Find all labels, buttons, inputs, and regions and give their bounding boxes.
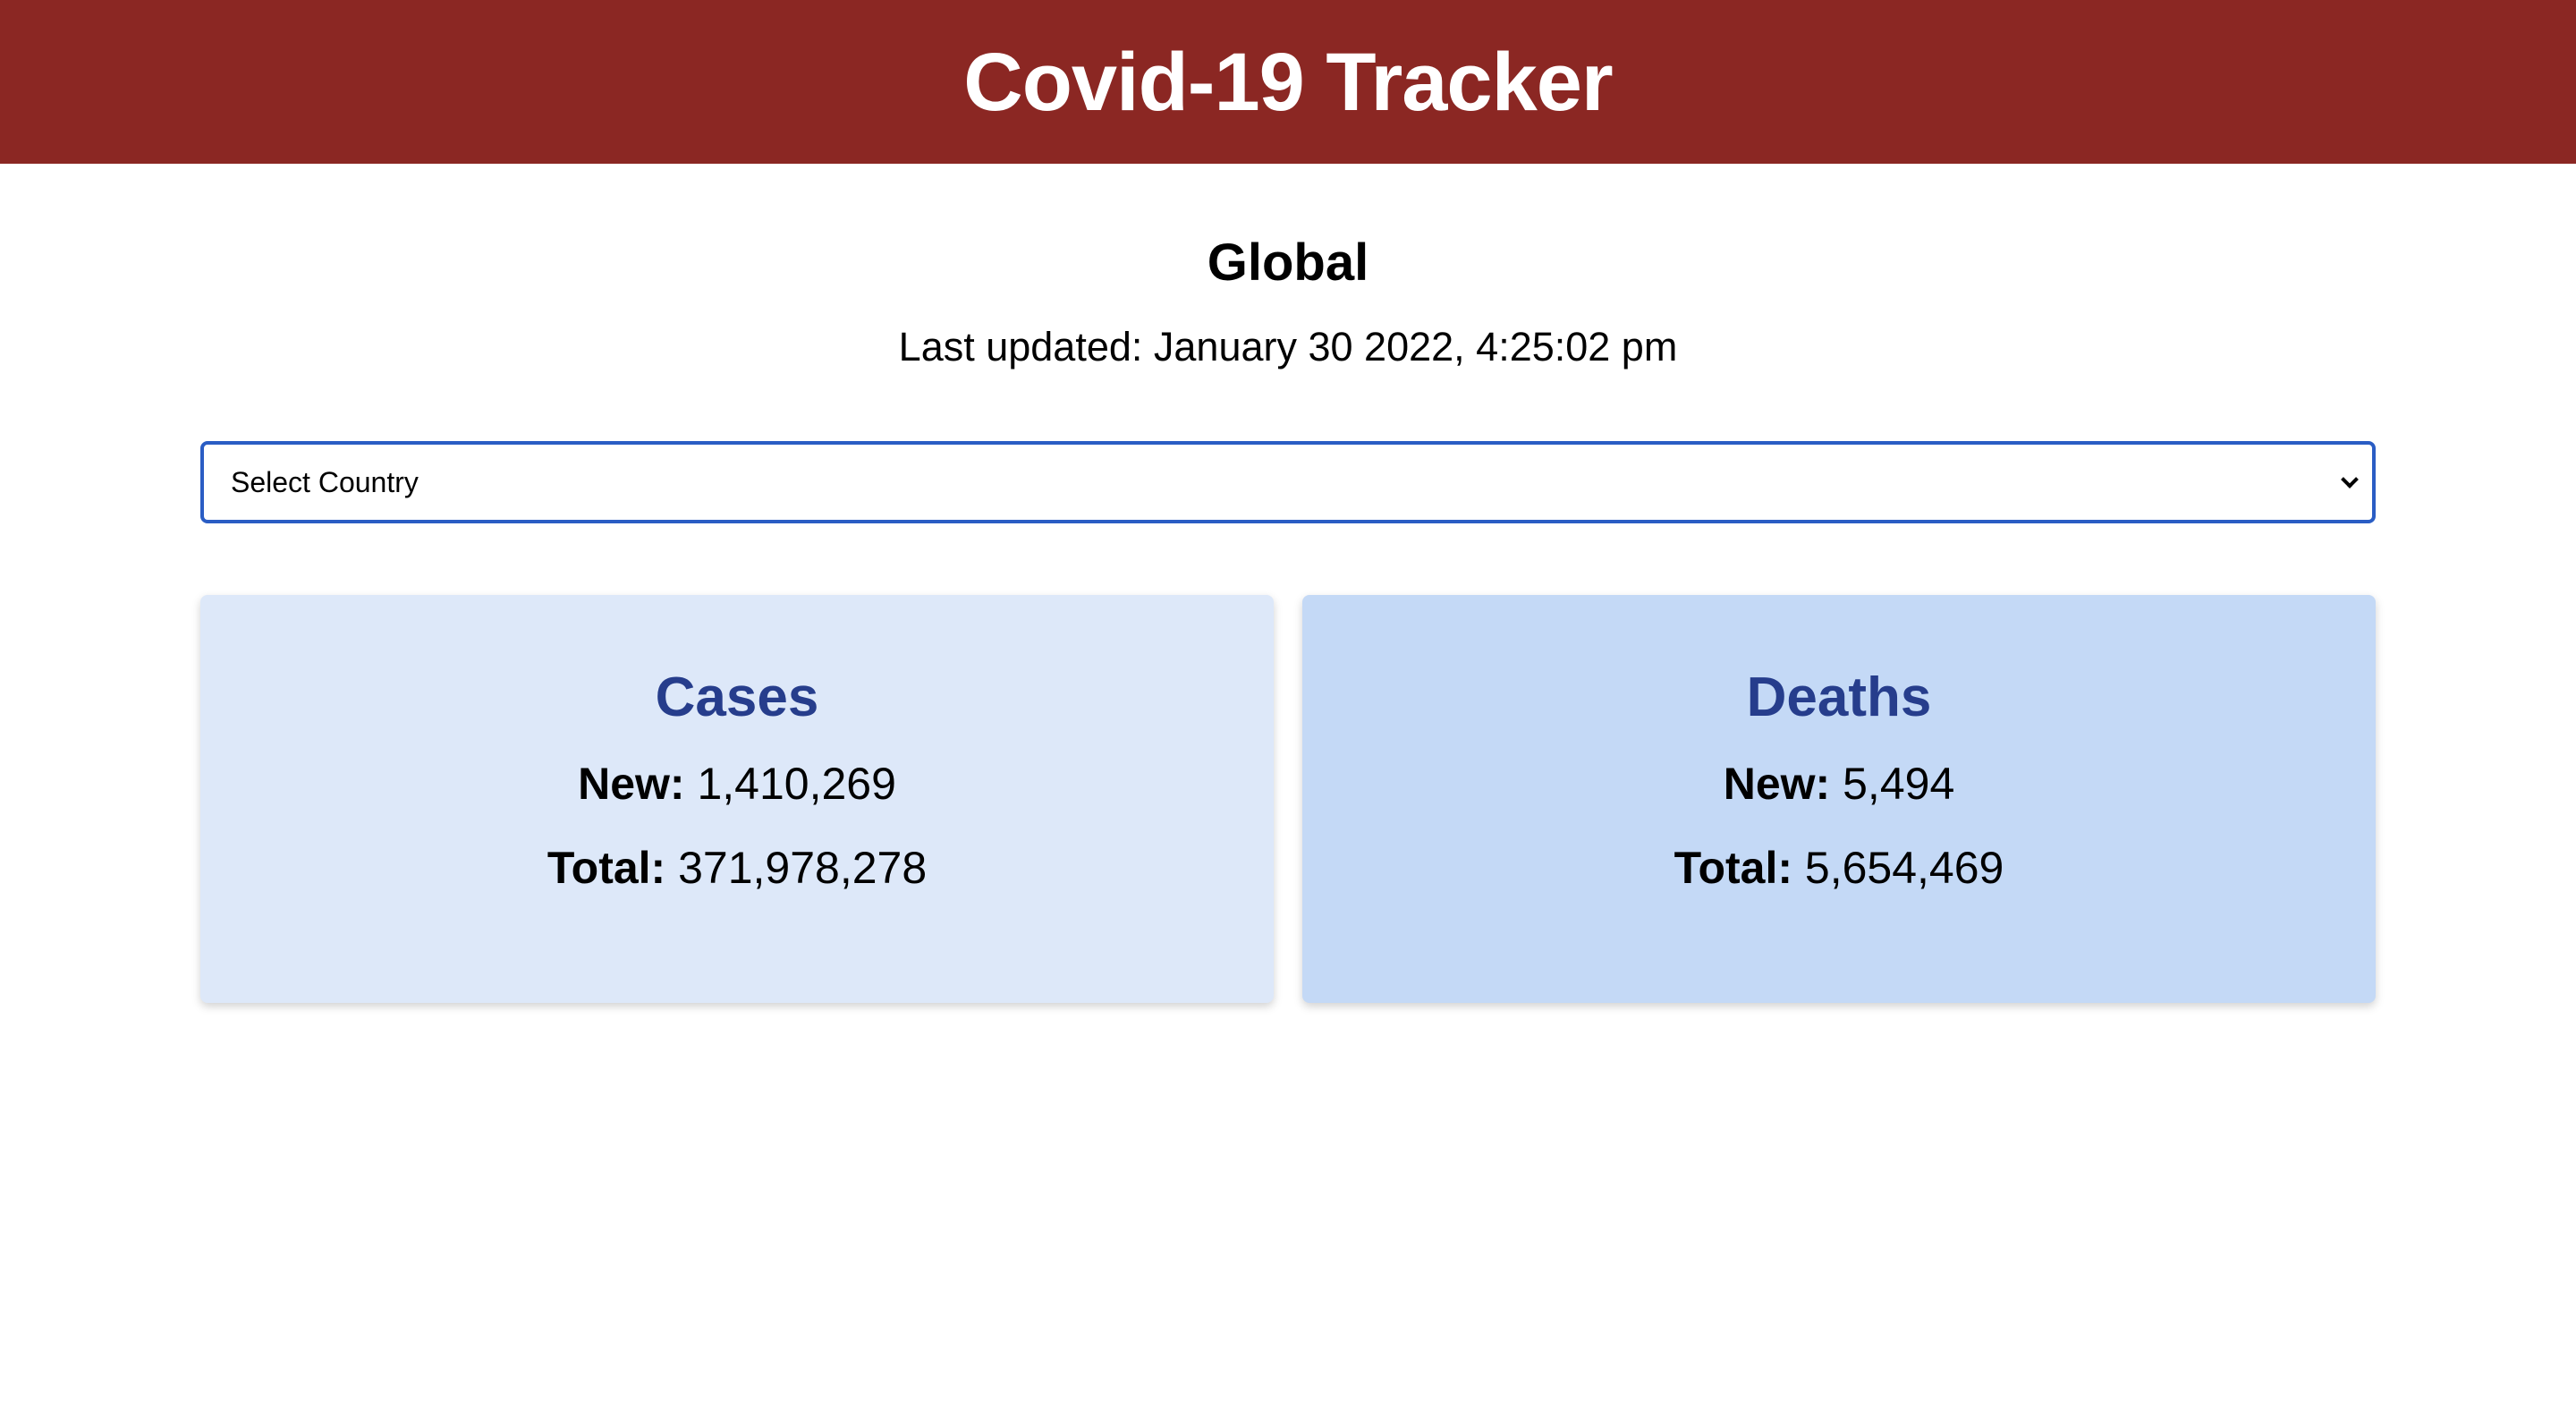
deaths-card-title: Deaths	[1746, 667, 1932, 728]
deaths-new-label: New:	[1723, 759, 1831, 809]
cases-card: Cases New: 1,410,269 Total: 371,978,278	[200, 595, 1274, 1003]
last-updated-text: Last updated: January 30 2022, 4:25:02 p…	[898, 324, 1678, 369]
deaths-total-value: 5,654,469	[1804, 843, 2004, 893]
app-header: Covid-19 Tracker	[0, 0, 2576, 164]
deaths-total-label: Total:	[1674, 843, 1793, 893]
main-content: Global Last updated: January 30 2022, 4:…	[0, 164, 2576, 1003]
country-select-wrapper[interactable]: Select Country	[200, 441, 2376, 523]
country-select[interactable]: Select Country	[200, 441, 2376, 523]
cases-total-stat: Total: 371,978,278	[200, 845, 1274, 890]
deaths-card: Deaths New: 5,494 Total: 5,654,469	[1302, 595, 2376, 1003]
deaths-total-stat: Total: 5,654,469	[1302, 845, 2376, 890]
region-title: Global	[1207, 234, 1369, 292]
country-select-value: Select Country	[231, 465, 419, 498]
cases-total-label: Total:	[547, 843, 666, 893]
app-title: Covid-19 Tracker	[963, 36, 1613, 128]
deaths-new-value: 5,494	[1843, 759, 1955, 809]
stats-cards: Cases New: 1,410,269 Total: 371,978,278 …	[200, 595, 2376, 1003]
cases-card-title: Cases	[655, 667, 819, 728]
cases-new-stat: New: 1,410,269	[200, 761, 1274, 806]
cases-total-value: 371,978,278	[678, 843, 928, 893]
deaths-new-stat: New: 5,494	[1302, 761, 2376, 806]
cases-new-label: New:	[578, 759, 685, 809]
cases-new-value: 1,410,269	[697, 759, 896, 809]
